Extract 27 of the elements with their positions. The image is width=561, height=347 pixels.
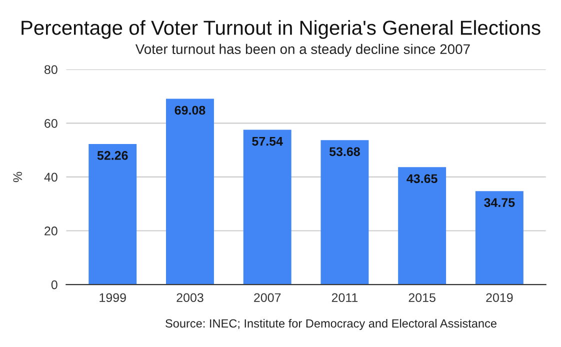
y-axis-title: % (13, 172, 22, 182)
y-tick-label: 40 (44, 172, 58, 182)
data-label: 43.65 (406, 174, 438, 184)
bar (88, 144, 137, 285)
x-tick-label: 2015 (408, 293, 436, 302)
x-tick-label: 2019 (486, 293, 513, 302)
x-tick-label: 2003 (176, 293, 204, 302)
bar (166, 98, 214, 285)
y-tick-label: 0 (51, 280, 58, 290)
chart-title: Percentage of Voter Turnout in Nigeria's General Elections (22, 20, 540, 39)
y-tick-label: 60 (44, 118, 58, 128)
source-note: Source: INEC; Institute for Democracy and Electoral Assistance (166, 318, 496, 330)
data-label: 69.08 (174, 106, 206, 115)
x-tick-label: 2011 (332, 293, 358, 302)
data-label: 53.68 (329, 147, 360, 156)
chart-subtitle: Voter turnout has been on a steady decline since 2007 (135, 44, 470, 57)
bar (398, 167, 446, 285)
y-tick-label: 80 (44, 65, 58, 74)
data-label: 52.26 (97, 151, 128, 160)
bar (320, 140, 369, 285)
data-label: 34.75 (484, 198, 515, 208)
bar (475, 191, 524, 285)
data-label: 57.54 (252, 136, 283, 146)
y-tick-label: 20 (44, 226, 58, 236)
x-tick-label: 2007 (254, 293, 281, 302)
bar (243, 130, 292, 285)
x-tick-label: 1999 (100, 293, 126, 302)
